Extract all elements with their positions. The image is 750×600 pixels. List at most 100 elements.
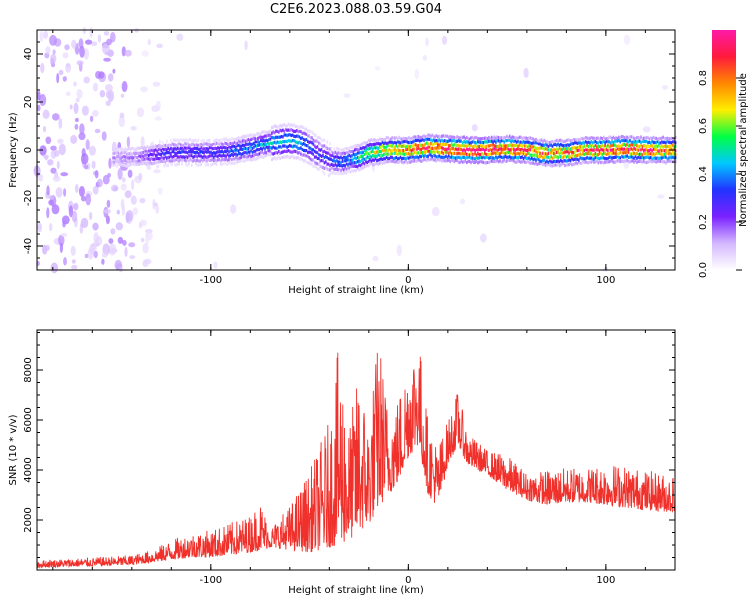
- spectrogram-cell: [399, 152, 402, 156]
- spectrogram-cell: [192, 150, 194, 154]
- spectrogram-cell: [318, 162, 320, 166]
- spectrogram-cell: [564, 140, 566, 144]
- spectrogram-cell: [557, 142, 559, 146]
- spectrogram-cell: [416, 159, 418, 163]
- spectrogram-cell: [654, 153, 656, 157]
- spectrogram-cell: [157, 160, 160, 164]
- spectrogram-cell: [571, 153, 573, 157]
- spectrogram-cell: [553, 159, 555, 163]
- spectrogram-cell: [384, 141, 386, 145]
- spectrogram-cell: [594, 148, 597, 152]
- spectrogram-cell: [297, 146, 299, 150]
- spectrogram-cell: [363, 141, 366, 145]
- spectrogram-cell: [601, 156, 604, 160]
- spectrogram-cell: [275, 129, 277, 133]
- spectrogram-cell: [438, 146, 440, 150]
- spectrogram-cell: [107, 73, 114, 82]
- spectrogram-cell: [586, 161, 588, 165]
- spectrogram-cell: [268, 133, 270, 137]
- spectrogram-cell: [323, 144, 326, 148]
- spectrogram-cell: [127, 160, 129, 164]
- spectrogram-cell: [254, 157, 257, 161]
- spectrogram-cell: [392, 159, 395, 163]
- spectrogram-cell: [108, 238, 114, 244]
- spectrogram-cell: [193, 143, 196, 147]
- spectrogram-cell: [262, 138, 265, 142]
- spectrogram-cell: [600, 151, 602, 155]
- spectrogram-cell: [593, 145, 595, 149]
- spectrogram-cell: [584, 156, 587, 161]
- spectrogram-cell: [311, 141, 313, 145]
- spectrogram-cell: [120, 147, 122, 151]
- spectrogram-cell: [311, 136, 313, 140]
- spectrogram-cell: [616, 136, 619, 141]
- spectrogram-cell: [622, 155, 624, 159]
- spectrogram-cell: [112, 163, 114, 167]
- spectrogram-cell: [667, 156, 670, 160]
- spectrogram-cell: [320, 148, 323, 152]
- colorbar-tick-label: 0.0: [698, 262, 709, 278]
- spectrogram-cell: [565, 155, 568, 159]
- spectrogram-cell: [641, 153, 644, 157]
- spectrogram-cell: [251, 158, 254, 162]
- spectrogram-cell: [395, 160, 398, 164]
- spectrogram-cell: [228, 150, 230, 154]
- spectrogram-cell: [45, 244, 50, 251]
- spectrogram-cell: [175, 157, 178, 162]
- spectrogram-cell: [208, 158, 211, 162]
- spectrogram-cell: [289, 155, 291, 159]
- spectrogram-cell: [179, 154, 182, 158]
- spectrogram-cell: [352, 149, 355, 154]
- spectrogram-cell: [380, 157, 382, 161]
- spectrogram-cell: [488, 160, 490, 165]
- spectrogram-cell: [160, 148, 163, 153]
- spectrogram-cell: [496, 156, 498, 160]
- spectrogram-cell: [181, 155, 183, 159]
- spectrogram-cell: [558, 164, 561, 168]
- spectrogram-cell: [414, 138, 417, 143]
- spectrogram-cell: [103, 57, 111, 62]
- spectrogram-cell: [300, 141, 302, 145]
- spectrogram-cell: [662, 149, 664, 153]
- spectrogram-cell: [140, 136, 145, 149]
- spectrogram-cell: [308, 150, 310, 154]
- spectrogram-cell: [609, 151, 612, 155]
- spectrogram-cell: [500, 155, 503, 159]
- spectrogram-cell: [190, 154, 193, 158]
- spectrogram-cell: [633, 143, 635, 147]
- spectrogram-cell: [612, 143, 615, 147]
- spectrogram-cell: [374, 150, 377, 154]
- spectrogram-cell: [554, 139, 557, 143]
- spectrogram-cell: [55, 187, 63, 198]
- spectrogram-cell: [466, 147, 468, 151]
- spectrogram-cell: [264, 147, 266, 151]
- spectrogram-cell: [330, 147, 333, 151]
- spectrogram-cell: [589, 148, 591, 152]
- spectrogram-cell: [320, 138, 323, 142]
- spectrogram-cell: [232, 141, 234, 146]
- spectrogram-cell: [456, 139, 458, 143]
- spectrogram-cell: [600, 147, 602, 151]
- spectrogram-cell: [233, 148, 236, 152]
- spectrogram-cell: [407, 145, 410, 149]
- spectrogram-cell: [247, 138, 250, 142]
- spectrogram-cell: [499, 140, 501, 144]
- spectrogram-cell: [348, 158, 351, 162]
- spectrogram-cell: [590, 140, 593, 144]
- spectrogram-cell: [625, 151, 627, 155]
- spectrogram-cell: [242, 158, 244, 163]
- spectrogram-cell: [207, 163, 210, 167]
- spectrogram-cell: [124, 150, 127, 155]
- spectrogram-cell: [647, 155, 649, 159]
- spectrogram-cell: [657, 194, 665, 199]
- spectrogram-cell: [224, 161, 226, 165]
- spectrogram-cell: [370, 159, 373, 163]
- spectrogram-cell: [517, 136, 519, 140]
- spectrogram-cell: [497, 148, 500, 152]
- spectrogram-cell: [435, 159, 438, 163]
- spectrogram-cell: [655, 140, 657, 145]
- spectrogram-cell: [453, 135, 456, 140]
- spectrogram-cell: [643, 151, 645, 155]
- spectrogram-cell: [312, 164, 315, 169]
- spectrogram-cell: [423, 150, 425, 154]
